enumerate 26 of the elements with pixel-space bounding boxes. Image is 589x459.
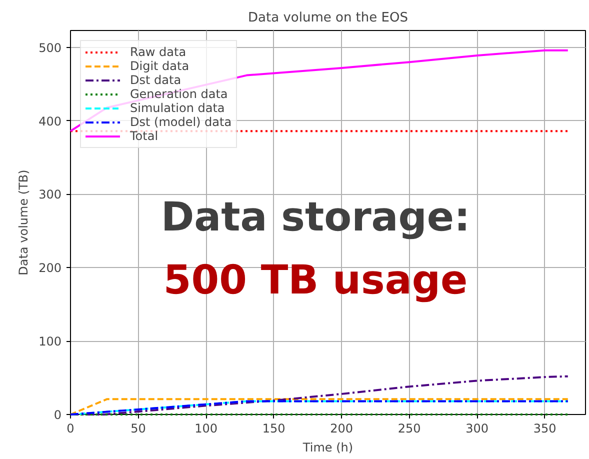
y-axis-title: Data volume (TB) xyxy=(16,170,31,276)
legend-label: Dst data xyxy=(130,73,182,87)
x-tick-label: 250 xyxy=(398,422,421,436)
legend-label: Generation data xyxy=(130,87,228,101)
x-tick-label: 100 xyxy=(194,422,218,436)
chart-title: Data volume on the EOS xyxy=(248,10,408,26)
y-tick-label: 400 xyxy=(38,114,62,128)
legend-label: Simulation data xyxy=(130,101,225,115)
x-tick-label: 300 xyxy=(466,422,489,436)
y-tick-label: 300 xyxy=(38,188,62,202)
legend-label: Raw data xyxy=(130,45,186,59)
legend-label: Dst (model) data xyxy=(130,115,232,129)
x-tick-label: 0 xyxy=(66,422,74,436)
y-tick-label: 0 xyxy=(54,408,62,422)
x-tick-label: 350 xyxy=(533,422,556,436)
legend-label: Total xyxy=(130,129,158,143)
x-tick-label: 50 xyxy=(130,422,146,436)
legend-label: Digit data xyxy=(130,59,190,73)
x-tick-label: 200 xyxy=(330,422,354,436)
x-axis-title: Time (h) xyxy=(302,440,354,454)
x-tick-label: 150 xyxy=(262,422,286,436)
annotation: Data storage: xyxy=(160,194,470,240)
y-tick-label: 100 xyxy=(38,334,62,349)
y-tick-label: 500 xyxy=(38,40,62,55)
annotation: 500 TB usage xyxy=(163,258,468,304)
y-tick-label: 200 xyxy=(38,261,62,276)
